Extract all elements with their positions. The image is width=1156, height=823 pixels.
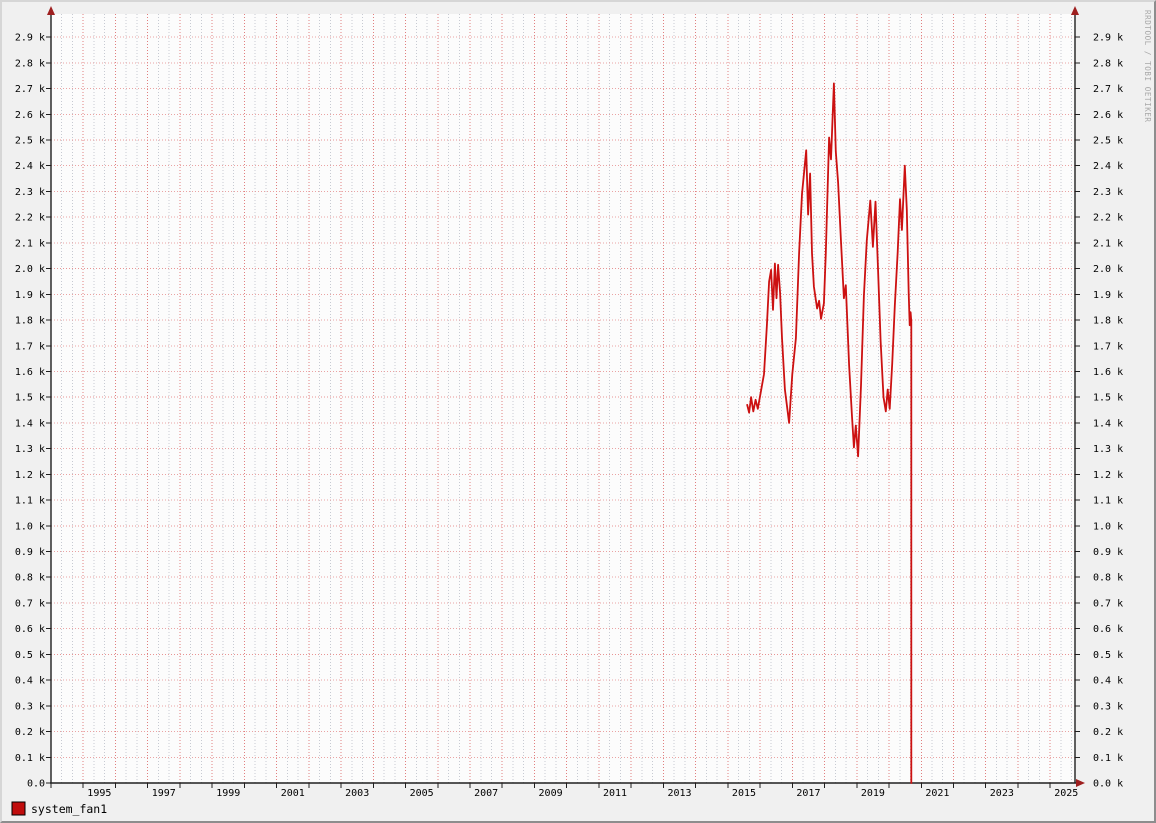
y-axis-tick-label-left: 1.1 k	[15, 496, 45, 507]
y-axis-tick-label-left: 0.6 k	[15, 624, 45, 635]
y-axis-tick-label-left: 2.6 k	[15, 110, 45, 121]
y-axis-tick-label-right: 2.5 k	[1093, 136, 1123, 147]
y-axis-tick-label-right: 1.9 k	[1093, 290, 1123, 301]
y-axis-tick-label-right: 1.4 k	[1093, 418, 1123, 429]
y-axis-tick-label-left: 2.9 k	[15, 33, 45, 44]
y-axis-tick-label-right: 1.7 k	[1093, 341, 1123, 352]
y-axis-tick-label-right: 0.0 k	[1093, 779, 1123, 790]
y-axis-tick-label-left: 1.6 k	[15, 367, 45, 378]
y-axis-tick-label-right: 1.6 k	[1093, 367, 1123, 378]
x-axis-arrow-icon	[1076, 779, 1085, 787]
y-axis-tick-label-left: 1.3 k	[15, 444, 45, 455]
x-axis-tick-label: 1999	[216, 788, 240, 799]
y-axis-tick-label-right: 2.4 k	[1093, 161, 1123, 172]
y-axis-tick-label-left: 1.5 k	[15, 393, 45, 404]
rrdtool-watermark: RRDTOOL / TOBI OETIKER	[1143, 10, 1152, 123]
y-axis-tick-label-right: 0.3 k	[1093, 701, 1123, 712]
x-axis-tick-label: 2021	[925, 788, 949, 799]
x-axis-tick-label: 2009	[539, 788, 563, 799]
y-axis-tick-label-right: 1.0 k	[1093, 521, 1123, 532]
plot-area	[51, 14, 1075, 783]
y-axis-tick-label-left: 0.8 k	[15, 573, 45, 584]
y-axis-tick-label-left: 0.4 k	[15, 676, 45, 687]
y-axis-tick-label-right: 2.0 k	[1093, 264, 1123, 275]
y-axis-tick-label-left: 0.1 k	[15, 753, 45, 764]
x-axis-tick-label: 2025	[1054, 788, 1078, 799]
x-axis-tick-label: 2007	[474, 788, 498, 799]
grid-major-vertical	[82, 14, 1051, 783]
x-axis-tick-label: 2019	[861, 788, 885, 799]
y-axis-tick-label-right: 1.1 k	[1093, 496, 1123, 507]
y-axis-tick-label-right: 1.8 k	[1093, 316, 1123, 327]
x-axis-tick-label: 2013	[667, 788, 691, 799]
y-axis-tick-label-left: 1.7 k	[15, 341, 45, 352]
y-axis-tick-label-right: 2.2 k	[1093, 213, 1123, 224]
y-axis-tick-label-right: 0.1 k	[1093, 753, 1123, 764]
y-axis-tick-label-left: 0.0	[27, 779, 45, 790]
x-axis-tick-label: 2017	[796, 788, 820, 799]
x-axis-tick-label: 1997	[152, 788, 176, 799]
y-axis-tick-label-left: 2.1 k	[15, 238, 45, 249]
y-axis-tick-label-right: 0.8 k	[1093, 573, 1123, 584]
axis-ticks	[46, 36, 1080, 788]
x-axis-tick-label: 2023	[990, 788, 1014, 799]
y-axis-tick-label-right: 1.2 k	[1093, 470, 1123, 481]
y-axis-tick-label-right: 0.2 k	[1093, 727, 1123, 738]
legend: system_fan1	[11, 801, 107, 816]
y-axis-tick-label-left: 1.9 k	[15, 290, 45, 301]
y-axis-tick-label-left: 2.3 k	[15, 187, 45, 198]
y-axis-tick-label-right: 2.7 k	[1093, 84, 1123, 95]
axis-labels: 0.0 0.0 k 0.1 k 0.1 k 0.2 k 0.2 k 0.3 k 0.3 k 0.…	[15, 33, 1123, 799]
y-axis-tick-label-right: 0.4 k	[1093, 676, 1123, 687]
y-axis-tick-label-left: 1.8 k	[15, 316, 45, 327]
y-axis-tick-label-right: 2.9 k	[1093, 33, 1123, 44]
y-axis-tick-label-right: 0.7 k	[1093, 598, 1123, 609]
y-axis-tick-label-left: 2.5 k	[15, 136, 45, 147]
y-axis-tick-label-left: 2.4 k	[15, 161, 45, 172]
x-axis-tick-label: 2005	[410, 788, 434, 799]
x-axis-tick-label: 2011	[603, 788, 627, 799]
legend-swatch-system-fan1	[11, 801, 26, 816]
y-axis-tick-label-right: 2.8 k	[1093, 58, 1123, 69]
y-axis-tick-label-left: 2.2 k	[15, 213, 45, 224]
x-axis-tick-label: 2015	[732, 788, 756, 799]
y-axis-tick-label-left: 0.7 k	[15, 598, 45, 609]
y-axis-tick-label-left: 2.7 k	[15, 84, 45, 95]
y-axis-tick-label-left: 2.0 k	[15, 264, 45, 275]
y-axis-tick-label-right: 2.6 k	[1093, 110, 1123, 121]
grid-minor-vertical	[61, 14, 1073, 783]
axes	[47, 6, 1085, 787]
x-axis-tick-label: 1995	[87, 788, 111, 799]
x-axis-tick-label: 2003	[345, 788, 369, 799]
y-axis-tick-label-left: 1.4 k	[15, 418, 45, 429]
y-axis-tick-label-left: 1.2 k	[15, 470, 45, 481]
legend-label-system-fan1: system_fan1	[31, 802, 107, 816]
y-axis-tick-label-left: 0.5 k	[15, 650, 45, 661]
y-axis-tick-label-right: 2.3 k	[1093, 187, 1123, 198]
y-axis-tick-label-right: 2.1 k	[1093, 238, 1123, 249]
y-axis-tick-label-left: 1.0 k	[15, 521, 45, 532]
y-axis-tick-label-right: 1.3 k	[1093, 444, 1123, 455]
y-axis-tick-label-right: 0.5 k	[1093, 650, 1123, 661]
y-axis-tick-label-right: 0.6 k	[1093, 624, 1123, 635]
y-axis-arrow-right-icon	[1071, 6, 1079, 15]
series-line-system-fan1	[746, 82, 913, 784]
y-axis-tick-label-left: 2.8 k	[15, 58, 45, 69]
y-axis-tick-label-right: 1.5 k	[1093, 393, 1123, 404]
y-axis-tick-label-left: 0.3 k	[15, 701, 45, 712]
y-axis-tick-label-left: 0.9 k	[15, 547, 45, 558]
y-axis-tick-label-left: 0.2 k	[15, 727, 45, 738]
y-axis-tick-label-right: 0.9 k	[1093, 547, 1123, 558]
x-axis-tick-label: 2001	[281, 788, 305, 799]
y-axis-arrow-left-icon	[47, 6, 55, 15]
